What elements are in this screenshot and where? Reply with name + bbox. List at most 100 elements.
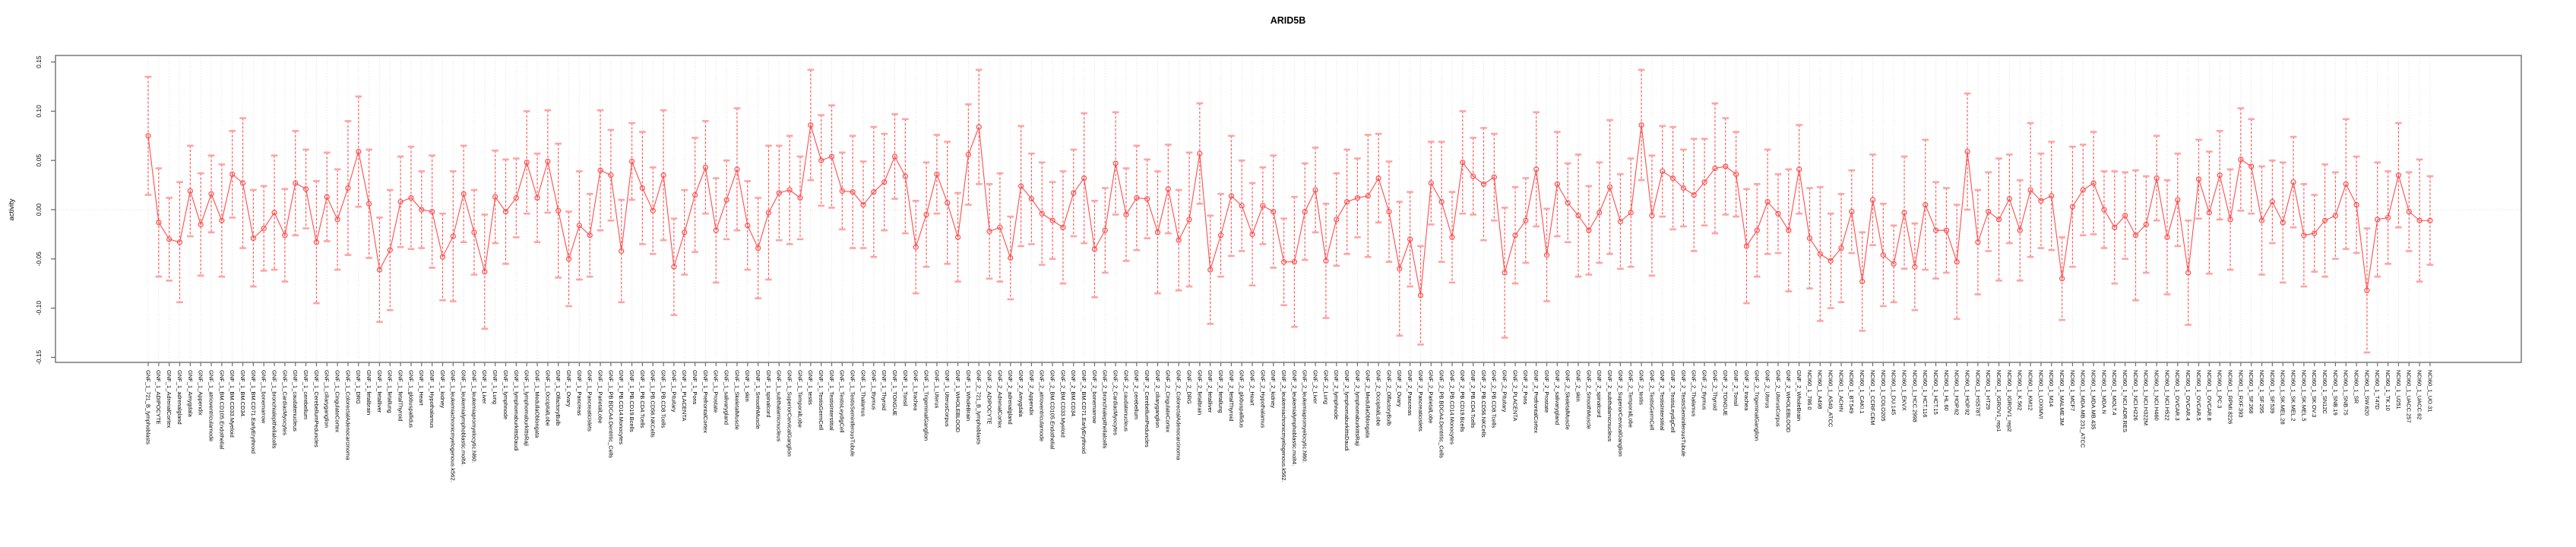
data-point: [776, 190, 782, 196]
error-bar: [2395, 122, 2402, 229]
data-point: [1597, 210, 1603, 216]
data-point: [2248, 163, 2255, 169]
x-axis-label: NCI60_1_PC.3: [2217, 370, 2223, 408]
x-axis-label: NCI60_1_COLO205: [1880, 370, 1887, 422]
x-axis-label: GNF_1_Appendix: [198, 370, 204, 416]
x-axis-label: NCI60_1_M14: [2048, 370, 2055, 406]
error-bar: [1533, 111, 1540, 228]
x-axis-label: GNF_2_CerebellumPeduncles: [1144, 370, 1150, 447]
data-point: [1144, 196, 1150, 202]
data-point: [660, 172, 666, 179]
error-bar: [881, 132, 888, 232]
x-axis-label: GNF_2_spinalcord: [1596, 370, 1603, 418]
x-axis-label: NCI60_1_ACHN: [1837, 370, 1844, 412]
x-axis-label: GNF_2_ciliaryganglion: [1154, 370, 1161, 428]
x-axis-label: GNF_2_subthalamicnucleus: [1606, 370, 1613, 441]
error-bar: [2195, 138, 2202, 220]
error-bar: [849, 134, 856, 249]
x-axis-label: GNF_1_subthalamicnucleus: [776, 370, 783, 441]
data-point: [1617, 218, 1623, 225]
data-point: [1691, 191, 1697, 198]
error-bar: [1922, 138, 1929, 271]
data-point: [482, 269, 488, 275]
data-point: [513, 194, 519, 201]
data-point: [1880, 252, 1886, 258]
data-point: [1217, 232, 1224, 239]
data-point: [1817, 251, 1823, 257]
data-point: [2122, 213, 2128, 219]
data-point: [2406, 208, 2412, 215]
x-axis-label: GNF_1_PLACENTA: [681, 370, 688, 421]
x-axis-label: NCI60_1_HOP.62: [1954, 370, 1960, 415]
error-bar: [2416, 158, 2423, 283]
data-point: [1565, 200, 1571, 206]
x-axis-label: GNF_2_fetalbrain: [1196, 370, 1203, 415]
error-bar: [1144, 158, 1150, 239]
data-point: [1775, 210, 1781, 217]
chart-title: ARID5B: [1271, 15, 1306, 26]
error-bar: [1554, 131, 1561, 238]
data-point: [2427, 217, 2433, 223]
data-point: [1008, 255, 1014, 261]
data-point: [713, 227, 719, 233]
x-axis-label: GNF_2_CardiacMyocytes: [1112, 370, 1119, 435]
error-bar: [870, 125, 878, 258]
x-axis-label: NCI60_1_SNB.19: [2332, 370, 2339, 416]
x-axis-label: GNF_1_PB.CD8.Tcells: [660, 370, 666, 428]
error-bar: [502, 158, 509, 265]
x-axis-label: GNF_1_PB.CD14.Monocytes: [618, 370, 625, 444]
error-bar: [744, 180, 752, 271]
x-axis-label: GNF_2_Liver: [1312, 370, 1318, 404]
x-axis-label: NCI60_1_CAKI.1: [1859, 370, 1866, 414]
error-bar: [712, 177, 720, 284]
data-point: [1586, 227, 1592, 233]
x-axis-label: NCI60_1_IGROV1_rep2: [2006, 370, 2013, 432]
data-point: [2395, 172, 2402, 179]
data-point: [166, 236, 172, 242]
data-point: [1365, 193, 1371, 199]
x-axis-label: GNF_1_lymphomaburkittsDaudi: [513, 370, 520, 451]
x-axis-label: GNF_1_fetalbrain: [366, 370, 372, 415]
x-axis-label: GNF_1_leukemialymphoblastic.molt4.: [460, 370, 467, 466]
error-bar: [1974, 188, 1982, 296]
data-point: [2101, 207, 2107, 213]
x-axis-label: GNF_1_UterusCorpus: [944, 370, 951, 427]
data-point: [429, 208, 435, 215]
data-point: [1943, 227, 1949, 233]
x-axis-label: NCI60_1_DU.145: [1891, 370, 1897, 415]
data-point: [1291, 259, 1298, 265]
x-axis-label: NCI60_1_NCI.H522: [2163, 370, 2170, 421]
error-bar: [1017, 125, 1024, 248]
x-axis-label: GNF_2_WholeBrain: [1796, 370, 1802, 421]
x-axis-label: NCI60_1_HCT.15: [1932, 370, 1939, 415]
data-point: [1995, 217, 2002, 223]
x-axis-label: GNF_2_fetalThyroid: [1228, 370, 1235, 422]
x-axis-label: GNF_2_Uterus: [1764, 370, 1771, 409]
x-axis-label: NCI60_1_HL.60: [1943, 370, 1950, 411]
x-axis-label: GNF_2_Thalamus: [1691, 370, 1698, 417]
data-point: [1091, 246, 1098, 252]
data-point: [419, 207, 425, 213]
x-axis-label: GNF_1_PB.BDCA4.Dentritic_Cells: [607, 370, 614, 458]
series-layer: [145, 122, 2433, 299]
x-axis-label: GNF_1_Lung: [492, 370, 498, 404]
x-axis-label: GNF_1_ADIPOCYTE: [155, 370, 162, 425]
error-bar: [1059, 170, 1067, 285]
data-point: [282, 232, 288, 239]
error-bar: [649, 166, 657, 255]
data-point: [1417, 292, 1424, 299]
x-axis-label: GNF_2_BM.CD105.Endothelial: [1049, 370, 1056, 450]
x-axis-label: GNF_2_PB.CD19.Bcells: [1459, 370, 1466, 432]
x-axis-label: NCI60_1_OVCAR.4: [2185, 370, 2191, 421]
data-point: [1764, 199, 1771, 205]
error-bar: [1270, 154, 1277, 269]
data-point: [1134, 194, 1140, 201]
x-axis-label: GNF_2_OlfactoryBulb: [1385, 370, 1392, 425]
data-point: [2164, 234, 2170, 240]
error-bar: [733, 107, 741, 232]
y-tick-label: 0.15: [35, 55, 43, 68]
data-point: [576, 223, 582, 229]
error-bar: [376, 217, 383, 324]
error-bar: [2163, 179, 2171, 296]
